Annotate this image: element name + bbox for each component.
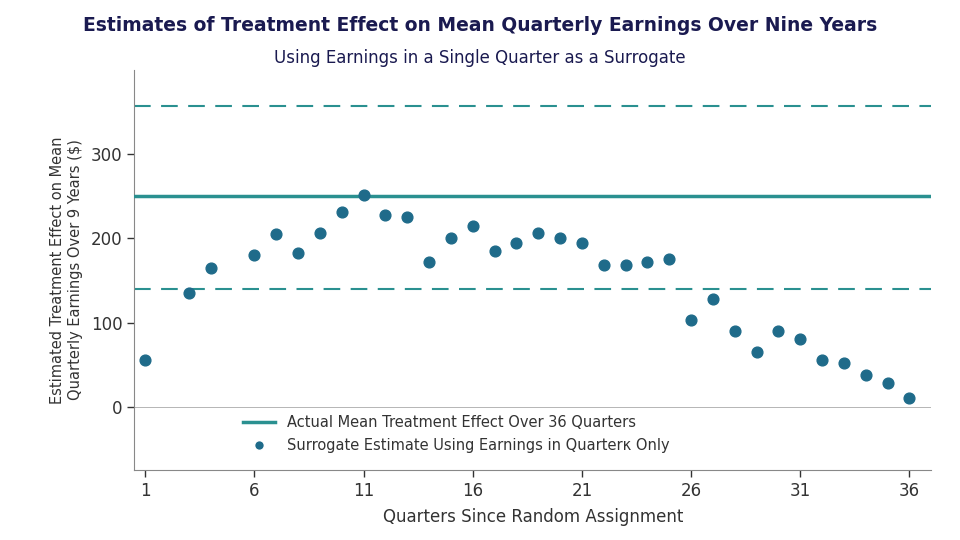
Point: [487, 247, 502, 255]
Point: [291, 248, 306, 257]
Text: Using Earnings in a Single Quarter as a Surrogate: Using Earnings in a Single Quarter as a …: [275, 49, 685, 66]
Point: [531, 228, 546, 237]
Point: [880, 379, 896, 388]
Point: [574, 238, 589, 247]
Point: [399, 213, 415, 222]
Point: [204, 264, 219, 272]
Point: [596, 261, 612, 269]
Point: [552, 234, 567, 243]
Point: [247, 251, 262, 260]
Point: [356, 191, 372, 199]
Point: [137, 356, 153, 364]
Point: [312, 228, 327, 237]
Point: [509, 238, 524, 247]
Legend: Actual Mean Treatment Effect Over 36 Quarters, Surrogate Estimate Using Earnings: Actual Mean Treatment Effect Over 36 Qua…: [237, 409, 675, 458]
Point: [706, 295, 721, 303]
Point: [814, 356, 829, 364]
Point: [618, 261, 634, 269]
X-axis label: Quarters Since Random Assignment: Quarters Since Random Assignment: [383, 508, 683, 526]
Point: [378, 211, 394, 219]
Point: [269, 230, 284, 239]
Point: [771, 327, 786, 335]
Point: [661, 255, 677, 264]
Point: [334, 207, 349, 216]
Text: Estimates of Treatment Effect on Mean Quarterly Earnings Over Nine Years: Estimates of Treatment Effect on Mean Qu…: [83, 16, 877, 35]
Point: [639, 258, 655, 266]
Point: [749, 348, 764, 356]
Point: [444, 234, 459, 243]
Point: [421, 258, 437, 266]
Point: [181, 289, 197, 298]
Point: [901, 394, 917, 403]
Point: [836, 359, 852, 367]
Point: [858, 370, 874, 379]
Point: [465, 221, 480, 230]
Point: [793, 335, 808, 344]
Point: [684, 316, 699, 325]
Point: [727, 327, 742, 335]
Y-axis label: Estimated Treatment Effect on Mean
Quarterly Earnings Over 9 Years ($): Estimated Treatment Effect on Mean Quart…: [50, 136, 83, 404]
